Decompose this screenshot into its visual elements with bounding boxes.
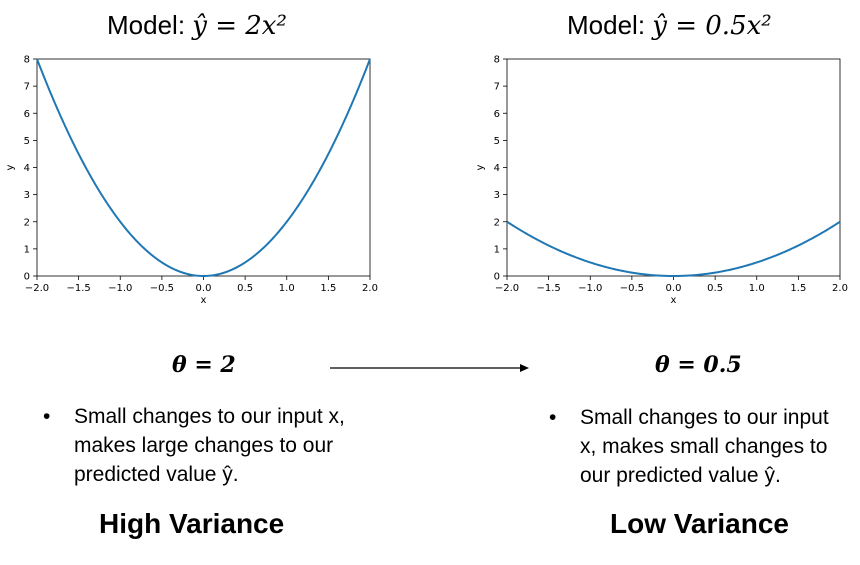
- y-tick-label: 3: [24, 190, 30, 201]
- x-tick-label: −1.0: [578, 283, 602, 294]
- y-tick-label: 4: [24, 163, 30, 174]
- x-tick-label: 0.0: [666, 283, 682, 294]
- right-theta-label: θ = 0.5: [655, 352, 742, 378]
- y-tick-label: 8: [494, 55, 500, 66]
- left-theta-label: θ = 2: [172, 352, 236, 378]
- y-axis-label: y: [5, 164, 16, 170]
- y-axis-label: y: [475, 164, 486, 170]
- right-bullet: • Small changes to our input x, makes sm…: [549, 403, 850, 490]
- arrow-icon: [330, 364, 529, 372]
- right-bullet-text: Small changes to our input x, makes smal…: [580, 406, 829, 487]
- y-tick-label: 1: [494, 244, 500, 255]
- left-chart-title: Model: ŷ = 2x²: [107, 10, 287, 41]
- left-chart-title-formula: ŷ = 2x²: [192, 11, 287, 41]
- plot-frame: [36, 58, 371, 277]
- y-tick-label: 0: [24, 272, 30, 283]
- right-chart-title-prefix: Model:: [567, 10, 653, 40]
- left-chart: −2.0 −1.5 −1.0 −0.5 0.0 0.5 1.0 1.5 2.0 0 1 2 3 4 5 6 7 8…: [5, 55, 378, 307]
- bullet-icon: •: [43, 405, 51, 428]
- left-chart-title-prefix: Model:: [107, 10, 193, 40]
- x-tick-label: −2.0: [495, 283, 519, 294]
- left-bullet-text: Small changes to our input x, makes larg…: [74, 405, 345, 486]
- x-tick-label: 1.5: [320, 283, 336, 294]
- x-tick-label: −1.5: [536, 283, 560, 294]
- y-tick-label: 2: [24, 217, 30, 228]
- y-tick-label: 3: [494, 190, 500, 201]
- x-tick-label: −1.0: [108, 283, 132, 294]
- x-tick-label: −0.5: [620, 283, 644, 294]
- x-tick-label: 1.5: [790, 283, 806, 294]
- right-variance-label: Low Variance: [610, 508, 789, 539]
- y-tick-label: 4: [494, 163, 500, 174]
- plot-frame: [506, 58, 841, 277]
- y-tick-label: 5: [24, 136, 30, 147]
- y-tick-label: 8: [24, 55, 30, 66]
- model-curve-line: [36, 58, 371, 278]
- y-tick-label: 2: [494, 217, 500, 228]
- y-tick-label: 1: [24, 244, 30, 255]
- y-tick-label: 5: [494, 136, 500, 147]
- x-tick-label: 2.0: [832, 283, 848, 294]
- bullet-icon: •: [549, 406, 557, 429]
- right-chart-title-formula: ŷ = 0.5x²: [652, 11, 772, 41]
- x-tick-label: −0.5: [150, 283, 174, 294]
- y-tick-label: 7: [494, 82, 500, 93]
- x-tick-label: 0.5: [237, 283, 253, 294]
- x-tick-label: 1.0: [749, 283, 765, 294]
- x-tick-label: −1.5: [66, 283, 90, 294]
- x-tick-label: −2.0: [25, 283, 49, 294]
- left-bullet: • Small changes to our input x, makes la…: [43, 402, 354, 489]
- right-chart-title: Model: ŷ = 0.5x²: [567, 10, 772, 41]
- right-chart: −2.0 −1.5 −1.0 −0.5 0.0 0.5 1.0 1.5 2.0 0 1 2 3 4 5 6 7 8…: [475, 55, 848, 307]
- x-axis-label: x: [671, 295, 677, 306]
- y-tick-label: 7: [24, 82, 30, 93]
- model-curve-line: [506, 220, 841, 278]
- x-tick-label: 2.0: [362, 283, 378, 294]
- y-tick-label: 6: [24, 109, 30, 120]
- y-tick-label: 6: [494, 109, 500, 120]
- x-tick-label: 0.0: [196, 283, 212, 294]
- x-axis-label: x: [201, 295, 207, 306]
- y-tick-label: 0: [494, 272, 500, 283]
- x-tick-label: 1.0: [279, 283, 295, 294]
- left-variance-label: High Variance: [99, 508, 285, 539]
- x-tick-label: 0.5: [707, 283, 723, 294]
